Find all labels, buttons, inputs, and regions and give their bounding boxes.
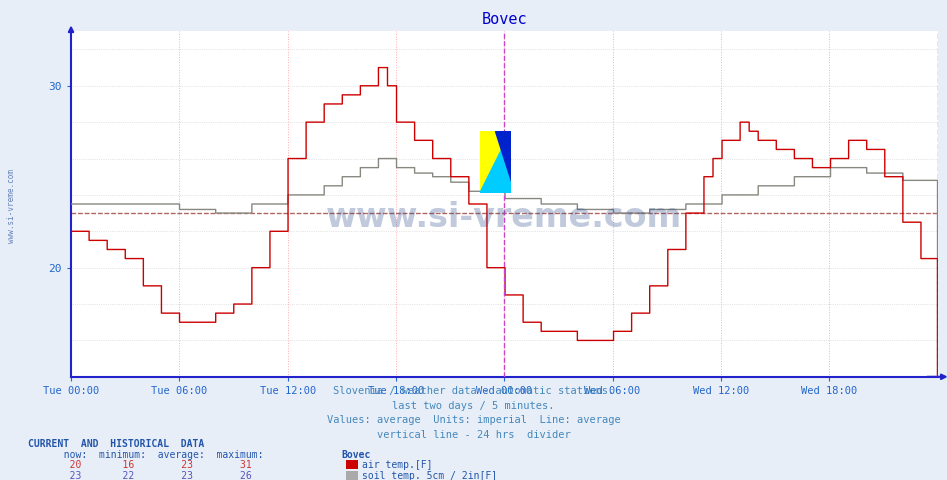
Polygon shape bbox=[495, 131, 510, 181]
Text: www.si-vreme.com: www.si-vreme.com bbox=[7, 169, 16, 243]
Text: now:  minimum:  average:  maximum:: now: minimum: average: maximum: bbox=[52, 450, 263, 460]
Polygon shape bbox=[479, 131, 510, 193]
Text: 20       16        23        31: 20 16 23 31 bbox=[52, 460, 252, 470]
Text: 23       22        23        26: 23 22 23 26 bbox=[52, 471, 252, 480]
Text: Bovec: Bovec bbox=[341, 450, 370, 460]
Text: vertical line - 24 hrs  divider: vertical line - 24 hrs divider bbox=[377, 430, 570, 440]
Text: Slovenia / weather data - automatic stations.: Slovenia / weather data - automatic stat… bbox=[333, 386, 614, 396]
Text: www.si-vreme.com: www.si-vreme.com bbox=[326, 201, 683, 234]
Text: last two days / 5 minutes.: last two days / 5 minutes. bbox=[392, 401, 555, 411]
Text: Values: average  Units: imperial  Line: average: Values: average Units: imperial Line: av… bbox=[327, 415, 620, 425]
Text: air temp.[F]: air temp.[F] bbox=[362, 460, 432, 470]
Title: Bovec: Bovec bbox=[481, 12, 527, 27]
Text: soil temp. 5cm / 2in[F]: soil temp. 5cm / 2in[F] bbox=[362, 471, 497, 480]
Text: CURRENT  AND  HISTORICAL  DATA: CURRENT AND HISTORICAL DATA bbox=[28, 439, 205, 449]
Polygon shape bbox=[479, 131, 510, 193]
